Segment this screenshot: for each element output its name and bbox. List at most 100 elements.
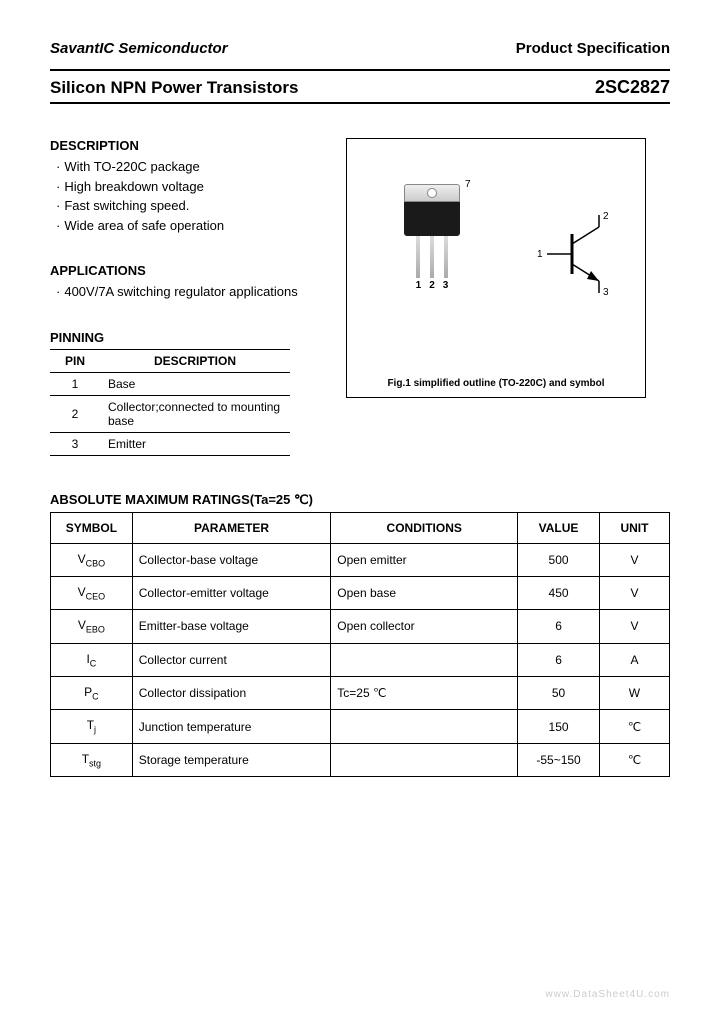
rule-top	[50, 69, 670, 71]
param-cell: Collector current	[132, 643, 331, 676]
unit-cell: ℃	[599, 710, 669, 743]
cond-cell: Open collector	[331, 610, 518, 643]
col-header: PARAMETER	[132, 512, 331, 543]
watermark: www.DataSheet4U.com	[545, 989, 670, 1000]
cond-cell	[331, 710, 518, 743]
desc-item: High breakdown voltage	[56, 177, 330, 197]
desc-cell: Base	[100, 372, 290, 395]
symbol-cell: Tj	[51, 710, 133, 743]
table-row: PC Collector dissipation Tc=25 ℃ 50 W	[51, 677, 670, 710]
value-cell: 6	[518, 643, 600, 676]
unit-cell: ℃	[599, 743, 669, 776]
table-row: Tstg Storage temperature -55~150 ℃	[51, 743, 670, 776]
value-cell: 450	[518, 576, 600, 609]
mount-hole-icon	[427, 188, 437, 198]
lead-icon	[444, 236, 448, 278]
param-cell: Collector dissipation	[132, 677, 331, 710]
desc-cell: Collector;connected to mounting base	[100, 395, 290, 432]
cond-cell: Tc=25 ℃	[331, 677, 518, 710]
lead-icon	[416, 236, 420, 278]
pin-cell: 3	[50, 432, 100, 455]
param-cell: Junction temperature	[132, 710, 331, 743]
col-header: VALUE	[518, 512, 600, 543]
param-cell: Collector-base voltage	[132, 543, 331, 576]
value-cell: 150	[518, 710, 600, 743]
rule-bottom	[50, 102, 670, 104]
value-cell: 50	[518, 677, 600, 710]
cond-cell	[331, 643, 518, 676]
table-row: 2 Collector;connected to mounting base	[50, 395, 290, 432]
header-row: SavantIC Semiconductor Product Specifica…	[50, 40, 670, 57]
figure-box: 1 2 3 7 1 2 3 Fig.1 simplified outline (…	[346, 138, 646, 398]
pinning-table: PIN DESCRIPTION 1 Base 2 Collector;conne…	[50, 349, 290, 456]
param-cell: Storage temperature	[132, 743, 331, 776]
tab-label: 7	[465, 179, 471, 190]
pinning-heading: PINNING	[50, 330, 330, 345]
description-list: With TO-220C package High breakdown volt…	[56, 157, 330, 235]
lead-icon	[430, 236, 434, 278]
symbol-base-label: 1	[537, 249, 543, 260]
symbol-cell: VCBO	[51, 543, 133, 576]
table-row: VCEO Collector-emitter voltage Open base…	[51, 576, 670, 609]
app-item: 400V/7A switching regulator applications	[56, 282, 330, 302]
value-cell: 6	[518, 610, 600, 643]
table-row: PIN DESCRIPTION	[50, 349, 290, 372]
spec-label: Product Specification	[516, 40, 670, 57]
unit-cell: V	[599, 543, 669, 576]
unit-cell: V	[599, 576, 669, 609]
ratings-heading: ABSOLUTE MAXIMUM RATINGS(Ta=25 ℃)	[50, 492, 670, 508]
table-row: VCBO Collector-base voltage Open emitter…	[51, 543, 670, 576]
symbol-cell: PC	[51, 677, 133, 710]
title-row: Silicon NPN Power Transistors 2SC2827	[50, 77, 670, 98]
col-header: UNIT	[599, 512, 669, 543]
cond-cell: Open base	[331, 576, 518, 609]
figure-caption: Fig.1 simplified outline (TO-220C) and s…	[347, 378, 645, 389]
value-cell: 500	[518, 543, 600, 576]
lead-label: 2	[429, 280, 435, 291]
left-column: DESCRIPTION With TO-220C package High br…	[50, 110, 330, 456]
lead-label: 3	[443, 280, 449, 291]
package-drawing: 1 2 3	[392, 184, 472, 291]
lead-labels: 1 2 3	[392, 280, 472, 291]
description-heading: DESCRIPTION	[50, 138, 330, 153]
table-row: SYMBOL PARAMETER CONDITIONS VALUE UNIT	[51, 512, 670, 543]
package-leads	[392, 236, 472, 278]
company-name: SavantIC Semiconductor	[50, 40, 228, 57]
col-header: CONDITIONS	[331, 512, 518, 543]
pin-col-header: PIN	[50, 349, 100, 372]
ratings-table: SYMBOL PARAMETER CONDITIONS VALUE UNIT V…	[50, 512, 670, 778]
symbol-emitter-label: 3	[603, 287, 609, 298]
cond-cell	[331, 743, 518, 776]
applications-list: 400V/7A switching regulator applications	[56, 282, 330, 302]
part-number: 2SC2827	[595, 77, 670, 98]
symbol-cell: IC	[51, 643, 133, 676]
table-row: 3 Emitter	[50, 432, 290, 455]
col-header: SYMBOL	[51, 512, 133, 543]
transistor-symbol-icon: 1 2 3	[537, 209, 627, 299]
desc-item: Fast switching speed.	[56, 196, 330, 216]
pin-cell: 1	[50, 372, 100, 395]
table-row: IC Collector current 6 A	[51, 643, 670, 676]
symbol-cell: VEBO	[51, 610, 133, 643]
product-title: Silicon NPN Power Transistors	[50, 78, 298, 98]
package-tab	[404, 184, 460, 202]
param-cell: Emitter-base voltage	[132, 610, 331, 643]
desc-cell: Emitter	[100, 432, 290, 455]
desc-item: With TO-220C package	[56, 157, 330, 177]
symbol-cell: VCEO	[51, 576, 133, 609]
value-cell: -55~150	[518, 743, 600, 776]
lead-label: 1	[416, 280, 422, 291]
symbol-collector-label: 2	[603, 211, 609, 222]
table-row: 1 Base	[50, 372, 290, 395]
applications-heading: APPLICATIONS	[50, 263, 330, 278]
unit-cell: W	[599, 677, 669, 710]
symbol-cell: Tstg	[51, 743, 133, 776]
desc-item: Wide area of safe operation	[56, 216, 330, 236]
cond-cell: Open emitter	[331, 543, 518, 576]
unit-cell: V	[599, 610, 669, 643]
pin-cell: 2	[50, 395, 100, 432]
param-cell: Collector-emitter voltage	[132, 576, 331, 609]
unit-cell: A	[599, 643, 669, 676]
desc-col-header: DESCRIPTION	[100, 349, 290, 372]
package-body	[404, 202, 460, 236]
